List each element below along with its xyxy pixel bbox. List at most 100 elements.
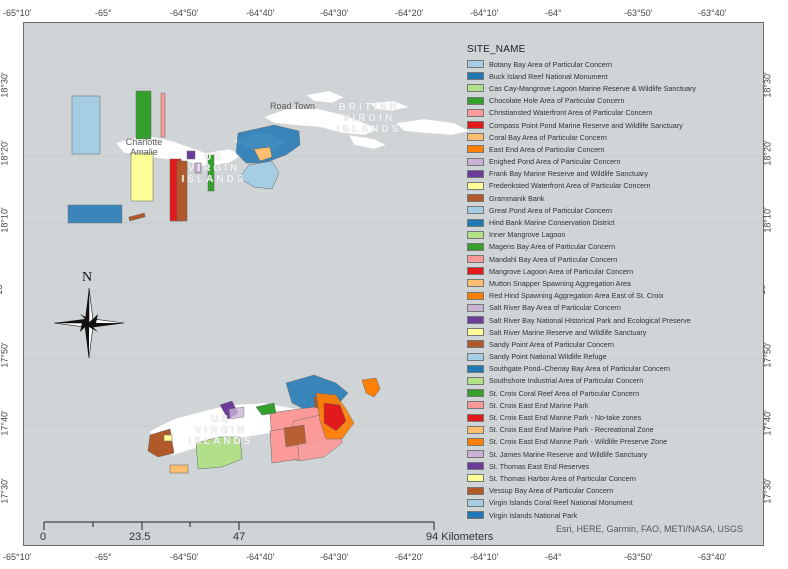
coordinate-tick-label: -65°: [95, 552, 112, 562]
legend-swatch: [467, 242, 484, 251]
legend-swatch: [467, 169, 484, 178]
coordinate-tick-label: -64°50': [170, 8, 199, 18]
coordinate-tick-label: 17°30': [0, 478, 10, 504]
scale-label-1: 23.5: [129, 531, 151, 543]
legend-item: Frederiksted Waterfront Area of Particul…: [467, 180, 757, 192]
scale-bar: 0 23.5 47 94 Kilometers: [40, 518, 493, 548]
map-canvas[interactable]: Road Town Charlotte Amalie BRITISH VIRGI…: [23, 22, 764, 546]
legend-swatch: [467, 60, 484, 69]
legend-label: Southshore Industrial Area of Particular…: [489, 376, 644, 386]
legend-swatch: [467, 121, 484, 130]
legend-label: Enighed Pond Area of Particular Concern: [489, 157, 621, 167]
legend-label: St. Croix East End Marine Park - Wildlif…: [489, 437, 668, 447]
legend-label: Hind Bank Marine Conservation District: [489, 218, 615, 228]
legend-swatch: [467, 364, 484, 373]
legend-item: St. Croix Coral Reef Area of Particular …: [467, 387, 757, 399]
legend-swatch: [467, 108, 484, 117]
legend-label: Mandahl Bay Area of Particular Concern: [489, 254, 618, 264]
legend-label: Southgate Pond–Chenay Bay Area of Partic…: [489, 364, 670, 374]
legend-label: St. Croix Coral Reef Area of Particular …: [489, 388, 640, 398]
coordinate-tick-label: 17°50': [0, 342, 10, 368]
legend-label: Salt River Bay National Historical Park …: [489, 315, 691, 325]
legend-label: Inner Mangrove Lagoon: [489, 230, 566, 240]
legend-label: St. Thomas East End Reserves: [489, 461, 590, 471]
legend-item: St. Croix East End Marine Park: [467, 399, 757, 411]
legend-swatch: [467, 72, 484, 81]
legend-item: Southshore Industrial Area of Particular…: [467, 375, 757, 387]
legend-item: Chocolate Hole Area of Particular Concer…: [467, 95, 757, 107]
coordinate-tick-label: -63°40': [698, 552, 727, 562]
coordinate-tick-label: -65°10': [3, 8, 32, 18]
north-arrow-compass: N: [52, 270, 126, 360]
legend-swatch: [467, 340, 484, 349]
legend-label: Great Pond Area of Particular Concern: [489, 205, 613, 215]
legend-swatch: [467, 474, 484, 483]
legend-label: Cas Cay-Mangrove Lagoon Marine Reserve &…: [489, 83, 696, 93]
legend-label: Frank Bay Marine Reserve and Wildlife Sa…: [489, 169, 648, 179]
legend-item: Enighed Pond Area of Particular Concern: [467, 156, 757, 168]
legend-label: East End Area of Particular Concern: [489, 144, 605, 154]
charlotte-amalie-label: Charlotte Amalie: [125, 137, 163, 157]
legend-label: Magens Bay Area of Particular Concern: [489, 242, 616, 252]
legend-label: St. James Marine Reserve and Wildlife Sa…: [489, 449, 648, 459]
legend-swatch: [467, 194, 484, 203]
northern-protected-areas: [67, 90, 301, 224]
map-attribution: Esri, HERE, Garmin, FAO, METI/NASA, USGS: [556, 524, 744, 534]
coordinate-tick-label: -63°50': [624, 8, 653, 18]
st-croix-protected-areas: [147, 374, 381, 474]
legend-swatch: [467, 511, 484, 520]
legend-label: Mangrove Lagoon Area of Particular Conce…: [489, 266, 634, 276]
legend-item: Botany Bay Area of Particular Concern: [467, 58, 757, 70]
coordinate-tick-label: 18°: [0, 281, 4, 295]
coordinate-tick-label: -64°: [545, 552, 562, 562]
legend-swatch: [467, 279, 484, 288]
road-town-label: Road Town: [270, 101, 315, 111]
legend-swatch: [467, 450, 484, 459]
legend-swatch: [467, 425, 484, 434]
legend-item: Sandy Point Area of Particular Concern: [467, 338, 757, 350]
legend-item: Salt River Marine Reserve and Wildlife S…: [467, 326, 757, 338]
legend-item: St. Croix East End Marine Park - Recreat…: [467, 424, 757, 436]
coordinate-tick-label: 17°40': [0, 410, 10, 436]
legend-item: Frank Bay Marine Reserve and Wildlife Sa…: [467, 168, 757, 180]
legend-item: Great Pond Area of Particular Concern: [467, 204, 757, 216]
legend-swatch: [467, 328, 484, 337]
legend-swatch: [467, 96, 484, 105]
coordinate-tick-label: -64°40': [246, 8, 275, 18]
legend-label: Coral Bay Area of Particular Concern: [489, 132, 607, 142]
legend-swatch: [467, 218, 484, 227]
compass-rose-icon: [53, 287, 125, 359]
legend-label: Compass Point Pond Marine Reserve and Wi…: [489, 120, 683, 130]
legend-item: Mutton Snapper Spawning Aggregation Area: [467, 277, 757, 289]
legend-item: Magens Bay Area of Particular Concern: [467, 241, 757, 253]
coordinate-tick-label: -65°: [95, 8, 112, 18]
coordinate-tick-label: -64°50': [170, 552, 199, 562]
legend-item: Sandy Point National Wildlife Refuge: [467, 351, 757, 363]
coordinate-tick-label: 18°30': [762, 72, 773, 98]
scale-label-0: 0: [40, 531, 47, 543]
legend-label: St. Thomas Harbor Area of Particular Con…: [489, 473, 636, 483]
legend-item: Buck Island Reef National Monument: [467, 70, 757, 82]
legend-label: Mutton Snapper Spawning Aggregation Area: [489, 278, 631, 288]
legend-item: Vessup Bay Area of Particular Concern: [467, 485, 757, 497]
legend-swatch: [467, 486, 484, 495]
legend-label: Virgin Islands National Park: [489, 510, 578, 520]
legend-swatch: [467, 291, 484, 300]
coordinate-tick-label: 17°30': [762, 478, 773, 504]
legend-label: St. Croix East End Marine Park - Recreat…: [489, 425, 654, 435]
legend-item: Christiansted Waterfront Area of Particu…: [467, 107, 757, 119]
legend-swatch: [467, 181, 484, 190]
legend-label: Frederiksted Waterfront Area of Particul…: [489, 181, 651, 191]
coordinate-tick-label: 18°20': [0, 140, 10, 166]
legend-label: Chocolate Hole Area of Particular Concer…: [489, 96, 625, 106]
coordinate-tick-label: 18°10': [762, 207, 773, 233]
scale-label-2: 47: [233, 531, 246, 543]
map-features: [24, 87, 763, 474]
legend-swatch: [467, 462, 484, 471]
coordinate-tick-label: -64°: [545, 8, 562, 18]
coordinate-tick-label: 17°40': [762, 410, 773, 436]
legend-label: Grammanik Bank: [489, 193, 545, 203]
legend-swatch: [467, 133, 484, 142]
legend-item: Inner Mangrove Lagoon: [467, 229, 757, 241]
